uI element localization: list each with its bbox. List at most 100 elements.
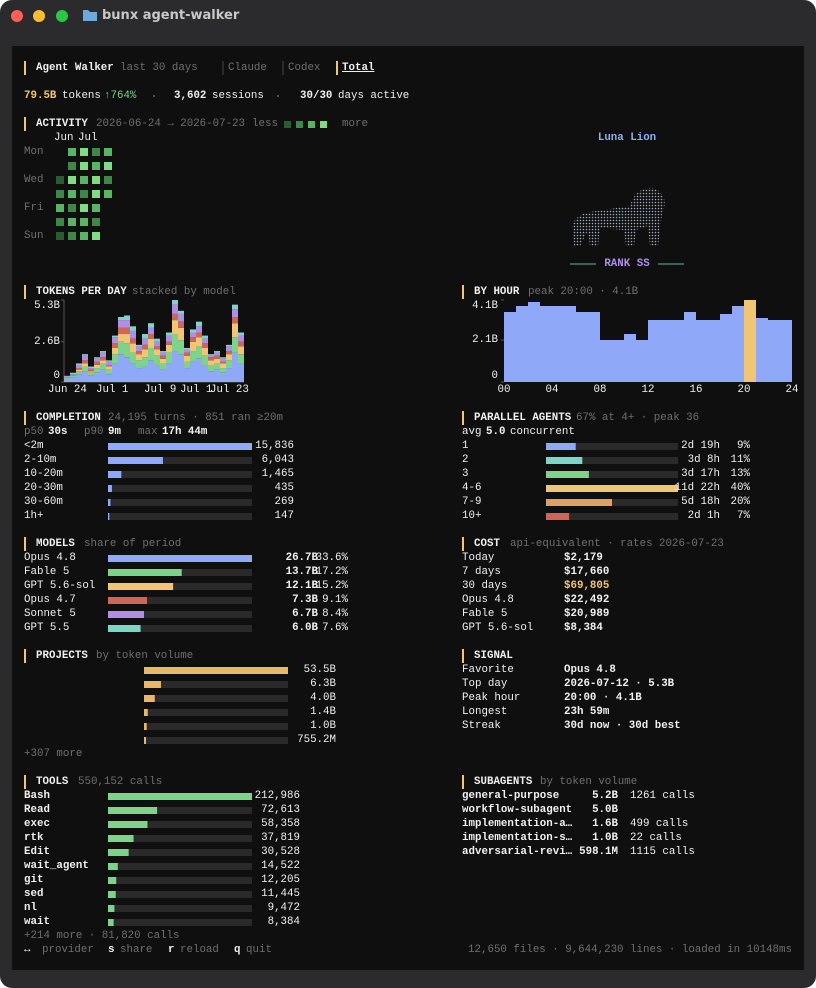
token-segment <box>184 352 190 356</box>
bar-track <box>108 905 252 912</box>
activity-cell <box>80 204 88 212</box>
activity-cell <box>56 190 64 198</box>
key[interactable]: ↔ <box>24 944 31 956</box>
row-label: 1 <box>462 440 469 452</box>
token-segment <box>232 323 238 338</box>
tool-bar <box>108 891 116 898</box>
tool-bar <box>108 835 134 842</box>
token-segment <box>184 347 190 350</box>
token-segment <box>100 351 106 353</box>
bar-track <box>108 583 252 590</box>
x-tick-label: 16 <box>689 384 703 396</box>
model-name: Fable 5 <box>24 566 70 578</box>
row-label: 10-20m <box>24 468 63 480</box>
activity-cell <box>56 176 64 184</box>
tab[interactable]: Total <box>342 62 375 74</box>
key[interactable]: r <box>168 944 175 956</box>
close-button[interactable] <box>11 10 23 22</box>
project-bar <box>144 737 147 744</box>
avg-suffix: concurrent <box>510 426 575 438</box>
token-segment <box>178 313 184 322</box>
row-pct: 9% <box>737 440 750 452</box>
token-segment <box>136 360 142 369</box>
x-tick-label: Jul 9 <box>144 384 177 396</box>
key[interactable]: s <box>108 944 115 956</box>
token-segment <box>214 355 220 359</box>
stat-value: 9m <box>108 426 121 438</box>
token-segment <box>178 327 184 341</box>
section-note: by token volume <box>96 650 194 662</box>
x-tick-label: Jul 1 <box>180 384 213 396</box>
legend-swatch <box>284 121 291 128</box>
weekday-label: Wed <box>24 174 44 186</box>
x-tick-label: Jun 24 <box>48 384 87 396</box>
bar-track <box>108 513 252 520</box>
tool-name: nl <box>24 902 37 914</box>
section-accent <box>462 411 464 425</box>
cost-label: 30 days <box>462 580 508 592</box>
zoom-button[interactable] <box>56 10 68 22</box>
token-segment <box>202 355 208 365</box>
tab[interactable]: Codex <box>288 62 321 74</box>
activity-cell <box>68 232 76 240</box>
hour-bar <box>720 314 732 382</box>
token-segment <box>148 347 154 361</box>
section-accent <box>462 775 464 789</box>
section-title: COST <box>474 538 500 550</box>
stat-value: 17h 44m <box>162 426 208 438</box>
token-segment <box>112 335 118 338</box>
token-segment <box>172 313 178 321</box>
token-segment <box>178 321 184 328</box>
token-segment <box>130 363 136 382</box>
token-segment <box>214 363 220 370</box>
avg-value: 5.0 <box>486 426 506 438</box>
tool-name: Read <box>24 804 50 816</box>
signal-label: Favorite <box>462 664 514 676</box>
token-segment <box>136 346 142 352</box>
token-segment <box>106 361 112 365</box>
window-title: bunx agent-walker <box>102 8 240 23</box>
section-accent <box>24 775 26 789</box>
minimize-button[interactable] <box>33 10 45 22</box>
bar-track <box>108 457 252 464</box>
section-accent <box>462 285 464 299</box>
token-segment <box>208 371 214 382</box>
tool-name: Bash <box>24 790 50 802</box>
token-segment <box>118 327 124 335</box>
token-segment <box>94 364 100 369</box>
hour-bar <box>768 320 780 382</box>
row-label: 3 <box>462 468 469 480</box>
section-note: 24,195 turns · 851 ran ≥20m <box>108 412 283 424</box>
token-segment <box>172 351 178 382</box>
y-tick-label: 0 <box>53 370 60 382</box>
token-segment <box>172 320 178 335</box>
token-segment <box>100 363 106 370</box>
token-segment <box>196 358 202 382</box>
key[interactable]: q <box>234 944 241 956</box>
token-segment <box>190 361 196 382</box>
row-value: 435 <box>274 482 294 494</box>
token-segment <box>220 372 226 382</box>
model-tokens: 13.7B <box>285 566 318 578</box>
token-segment <box>202 343 208 348</box>
token-segment <box>124 327 130 335</box>
activity-cell <box>92 218 100 226</box>
tab[interactable]: Claude <box>228 62 267 74</box>
token-segment <box>202 347 208 356</box>
project-value: 755.2M <box>297 734 336 746</box>
tool-bar <box>108 919 114 926</box>
bar-track <box>144 723 288 730</box>
project-bar <box>144 709 148 716</box>
section-accent <box>462 649 464 663</box>
section-note: share of period <box>84 538 182 550</box>
cost-value: $17,660 <box>564 566 610 578</box>
separator-dot <box>153 95 155 97</box>
model-name: GPT 5.5 <box>24 622 70 634</box>
x-tick-label: 04 <box>545 384 559 396</box>
row-label: 4-6 <box>462 482 482 494</box>
activity-cell <box>56 204 64 212</box>
token-segment <box>70 374 76 376</box>
token-segment <box>88 371 94 373</box>
token-segment <box>70 375 76 378</box>
activity-cell <box>104 148 112 156</box>
